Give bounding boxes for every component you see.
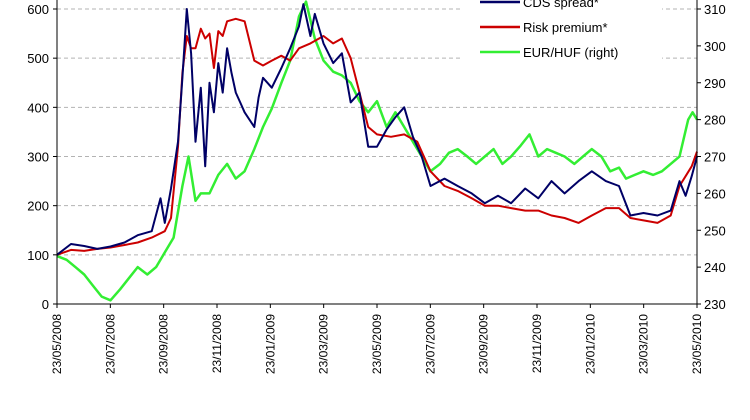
x-tick-label: 23/05/2010 (690, 314, 704, 374)
right-tick-label: 300 (704, 39, 726, 54)
left-axis-ticks: 0 100 200 300 400 500 600 (27, 2, 57, 312)
x-tick-label: 23/07/2008 (103, 314, 117, 374)
x-tick-label: 23/03/2009 (317, 314, 331, 374)
right-tick-label: 280 (704, 113, 726, 128)
x-tick-label: 23/05/2008 (50, 314, 64, 374)
legend-label: Risk premium* (523, 20, 608, 35)
x-tick-label: 23/07/2009 (423, 314, 437, 374)
x-tick-label: 23/01/2009 (263, 314, 277, 374)
legend-label: CDS spread* (523, 0, 599, 10)
x-tick-label: 23/03/2010 (637, 314, 651, 374)
series-layer (56, 0, 699, 302)
right-tick-label: 250 (704, 223, 726, 238)
left-tick-label: 600 (27, 2, 49, 17)
legend-label: EUR/HUF (right) (523, 45, 618, 60)
right-tick-label: 270 (704, 150, 726, 165)
x-tick-label: 23/09/2009 (477, 314, 491, 374)
legend: CDS spread* Risk premium* EUR/HUF (right) (462, 0, 662, 70)
left-tick-label: 100 (27, 248, 49, 263)
right-tick-label: 290 (704, 76, 726, 91)
left-tick-label: 300 (27, 150, 49, 165)
right-tick-label: 240 (704, 260, 726, 275)
left-tick-label: 400 (27, 100, 49, 115)
right-axis-ticks: 230 240 250 260 270 280 290 300 310 (697, 2, 726, 312)
x-tick-label: 23/05/2009 (370, 314, 384, 374)
right-tick-label: 310 (704, 2, 726, 17)
series-line-2 (56, 0, 699, 302)
series-line-0 (56, 3, 698, 256)
x-tick-label: 23/11/2008 (210, 314, 224, 373)
right-tick-label: 260 (704, 186, 726, 201)
left-tick-label: 200 (27, 199, 49, 214)
x-axis-ticks: 23/05/2008 23/07/2008 23/09/2008 23/11/2008… (50, 304, 704, 374)
left-tick-label: 500 (27, 51, 49, 66)
x-tick-label: 23/11/2009 (530, 314, 544, 373)
left-tick-label: 0 (42, 297, 49, 312)
right-tick-label: 230 (704, 297, 726, 312)
x-tick-label: 23/09/2008 (157, 314, 171, 374)
x-tick-label: 23/01/2010 (583, 314, 597, 374)
legend-background (462, 0, 662, 70)
